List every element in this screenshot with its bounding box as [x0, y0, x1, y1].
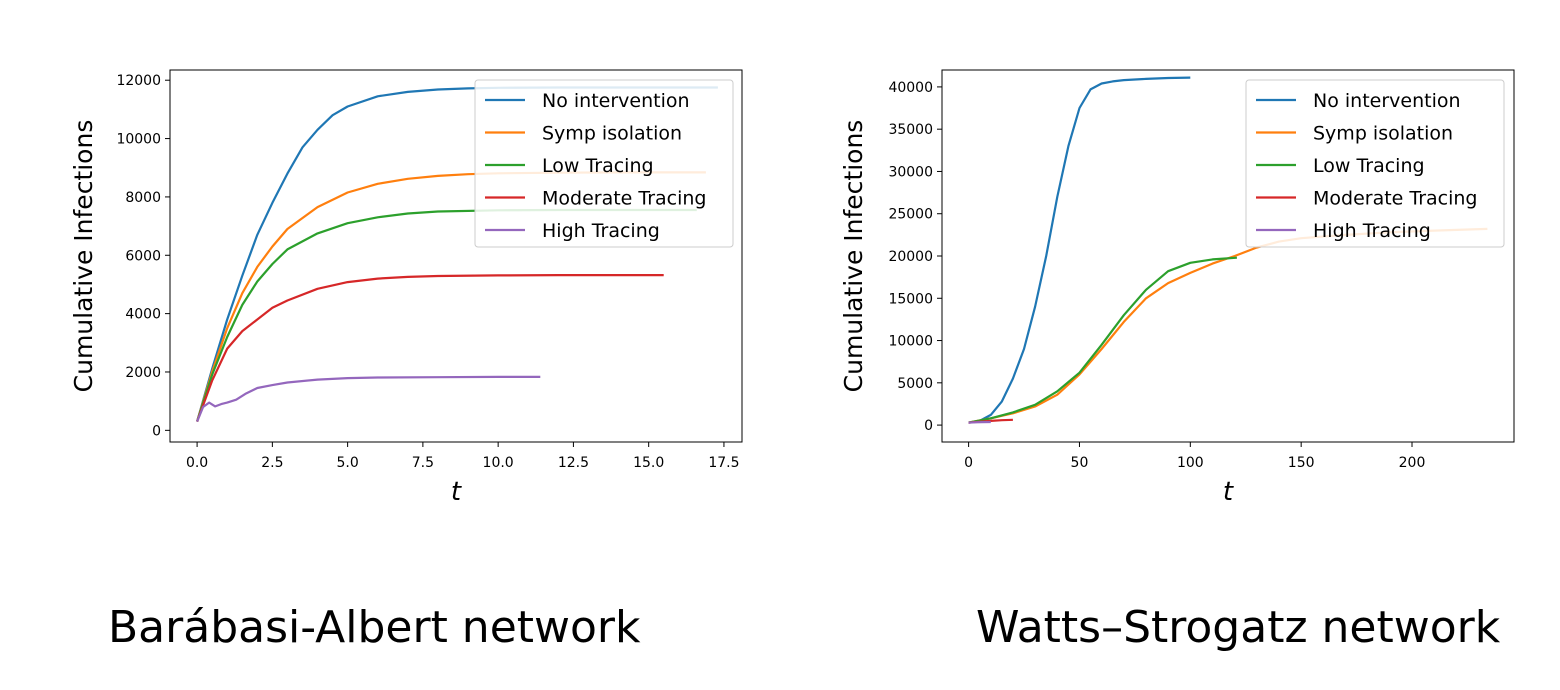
x-tick-label: 12.5: [558, 455, 589, 471]
legend: No intervention Symp isolation Low Tracing…: [474, 79, 734, 248]
legend-box: [474, 79, 734, 248]
y-tick-label: 0: [924, 418, 933, 434]
y-tick-label: 20000: [888, 249, 933, 265]
y-tick-label: 12000: [116, 73, 161, 89]
chart-watts-strogatz: 0 50 100 150 200 0 5000 10000 15000 20000 25000 300…: [839, 69, 1515, 507]
x-tick-label: 100: [1177, 455, 1204, 471]
y-tick-label: 10000: [116, 132, 161, 148]
legend-entry: Moderate Tracing: [1313, 188, 1478, 210]
legend-box: [1245, 79, 1505, 248]
x-axis-label: t: [451, 477, 462, 507]
series-line-no-intervention: [968, 76, 1191, 424]
x-tick-label: 17.5: [708, 455, 739, 471]
series-line-low-tracing: [968, 256, 1237, 424]
caption-watts-strogatz: Watts–Strogatz network: [976, 602, 1501, 653]
y-tick-label: 8000: [125, 190, 161, 206]
y-tick-label: 2000: [125, 365, 161, 381]
legend-entry: Moderate Tracing: [542, 188, 707, 210]
y-tick-label: 0: [152, 423, 161, 439]
x-tick-label: 2.5: [261, 455, 283, 471]
y-tick-label: 10000: [888, 334, 933, 350]
legend-entry: Symp isolation: [542, 123, 682, 145]
x-axis-label: t: [1223, 477, 1234, 507]
y-tick-label: 25000: [888, 207, 933, 223]
x-tick-label: 10.0: [483, 455, 514, 471]
y-tick-label: 6000: [125, 248, 161, 264]
x-tick-label: 200: [1399, 455, 1426, 471]
x-tick-label: 150: [1288, 455, 1315, 471]
legend-entry: No intervention: [1313, 90, 1461, 112]
legend: No intervention Symp isolation Low Tracing…: [1245, 79, 1505, 248]
legend-entry: High Tracing: [1313, 220, 1431, 242]
y-tick-label: 30000: [888, 164, 933, 180]
axes-frame: [169, 69, 743, 443]
series-line-high-tracing: [968, 420, 991, 424]
x-tick-label: 50: [1071, 455, 1089, 471]
chart-barabasi-albert: 0.0 2.5 5.0 7.5 10.0 12.5 15.0 17.5 0 2000 4000 600…: [69, 69, 743, 507]
series-line-moderate-tracing: [196, 274, 664, 422]
y-tick-label: 40000: [888, 80, 933, 96]
y-tick-label: 5000: [897, 376, 933, 392]
legend-entry: No intervention: [542, 90, 690, 112]
x-tick-label: 0: [964, 455, 973, 471]
series-line-high-tracing: [196, 375, 541, 423]
x-tick-label: 5.0: [336, 455, 358, 471]
x-tick-label: 0.0: [186, 455, 208, 471]
legend-entry: High Tracing: [542, 220, 660, 242]
x-tick-label: 15.0: [633, 455, 664, 471]
legend-entry: Low Tracing: [542, 155, 654, 177]
caption-barabasi-albert: Barábasi-Albert network: [108, 602, 641, 653]
legend-entry: Symp isolation: [1313, 123, 1453, 145]
y-axis-label: Cumulative Infections: [69, 120, 98, 393]
y-tick-label: 15000: [888, 291, 933, 307]
y-tick-label: 35000: [888, 122, 933, 138]
x-tick-label: 7.5: [412, 455, 434, 471]
y-axis-label: Cumulative Infections: [839, 120, 868, 393]
legend-entry: Low Tracing: [1313, 155, 1425, 177]
y-tick-label: 4000: [125, 307, 161, 323]
